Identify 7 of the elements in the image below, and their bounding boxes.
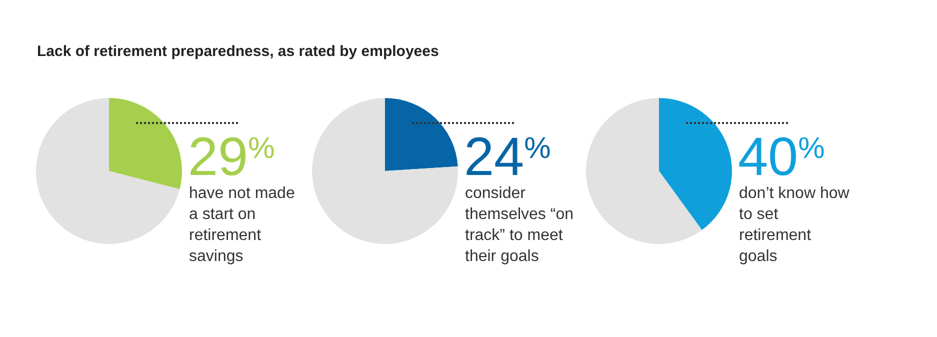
text: consider themselves “on track” to meet their goals (465, 184, 574, 267)
data-label: 24% (464, 127, 551, 187)
data-label: 29% (188, 127, 275, 187)
text: have not made a start on retirement savings (189, 184, 296, 267)
text: don’t know how to set retirement goals (739, 184, 850, 267)
chart-title: Lack of retirement preparedness, as rated by employees (37, 43, 439, 60)
data-label: 40% (738, 127, 825, 187)
